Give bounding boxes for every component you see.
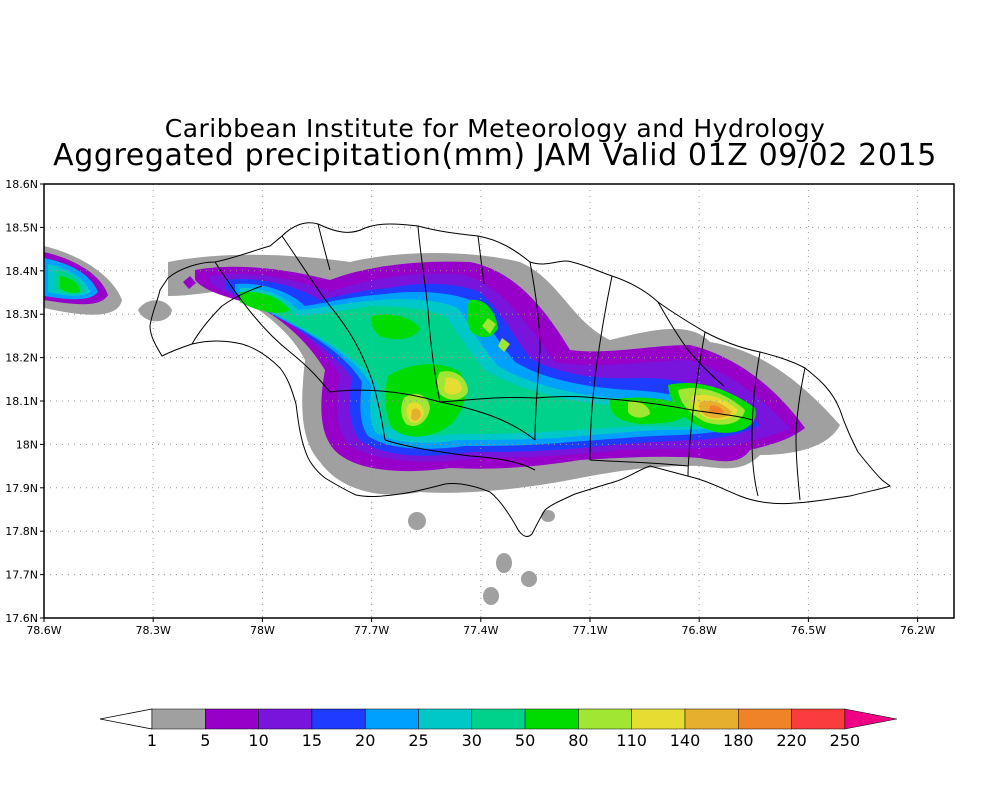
lat-tick-label: 17.8N: [5, 525, 38, 538]
colorbar-label: 50: [515, 731, 535, 750]
parish-border: [191, 285, 263, 345]
lon-tick-label: 77.4W: [463, 624, 498, 637]
map-grid: [44, 184, 954, 618]
colorbar-lower-arrow: [99, 708, 153, 730]
precip-band-80: [371, 314, 420, 340]
precip-band-5: [183, 276, 196, 289]
lon-tick-label: 77.7W: [354, 624, 389, 637]
colorbar-upper-arrow: [844, 708, 897, 730]
precipitation-field: [44, 246, 840, 605]
colorbar-box: [418, 708, 473, 730]
lon-tick-label: 76.2W: [900, 624, 935, 637]
parish-border: [384, 439, 536, 471]
jamaica-coastline: [149, 222, 892, 537]
colorbar-box: [524, 708, 579, 730]
lat-tick-label: 18.1N: [5, 395, 38, 408]
lat-tick-label: 17.7N: [5, 569, 38, 582]
lon-tick-label: 76.5W: [791, 624, 826, 637]
parish-border: [317, 223, 331, 271]
precip-band-1: [408, 512, 426, 530]
precip-band-1: [138, 300, 172, 322]
precip-band-220: [709, 405, 724, 414]
colorbar-label: 80: [568, 731, 588, 750]
lon-tick-label: 78W: [250, 624, 275, 637]
colorbar-box: [631, 708, 686, 730]
lon-tick-label: 78.6W: [26, 624, 61, 637]
parish-border: [439, 396, 597, 403]
parish-border: [589, 275, 613, 461]
colorbar-label: 20: [355, 731, 375, 750]
parish-border: [281, 235, 386, 441]
colorbar-label: 15: [302, 731, 322, 750]
parish-border: [687, 331, 706, 477]
colorbar-box: [205, 708, 259, 730]
colorbar-box: [364, 708, 419, 730]
colorbar-box: [311, 708, 366, 730]
colorbar-box: [684, 708, 739, 730]
colorbar-label: 5: [200, 731, 210, 750]
colorbar-legend: 1 5 10 15 20 25 30 50 80 110 140 180 220 250: [99, 708, 897, 750]
parish-border: [595, 397, 753, 421]
colorbar-label: 25: [408, 731, 428, 750]
colorbar-box: [151, 708, 206, 730]
lat-tick-label: 17.6N: [5, 612, 38, 625]
lat-tick-label: 18.4N: [5, 265, 38, 278]
precip-band-110: [628, 401, 650, 418]
colorbar-label: 10: [248, 731, 268, 750]
map-subtitle: Aggregated precipitation(mm) JAM Valid 0…: [53, 138, 937, 173]
precip-band-50: [250, 292, 715, 436]
precip-band-1: [496, 553, 512, 573]
precip-band-80: [60, 276, 80, 293]
precip-band-1: [521, 571, 537, 587]
lat-tick-label: 17.9N: [5, 482, 38, 495]
precip-band-110: [498, 338, 510, 352]
lat-tick-label: 18.5N: [5, 221, 38, 234]
colorbar-box: [738, 708, 792, 730]
parish-border: [529, 261, 541, 441]
lon-tick-label: 78.3W: [136, 624, 171, 637]
parish-border: [417, 225, 441, 403]
precip-band-1: [541, 510, 555, 522]
parish-border: [657, 301, 725, 387]
lat-tick-label: 18.6N: [5, 178, 38, 191]
colorbar-label: 180: [723, 731, 754, 750]
precip-band-1: [483, 587, 499, 605]
colorbar-box: [471, 708, 526, 730]
colorbar-label: 250: [830, 731, 861, 750]
parish-border: [795, 367, 806, 501]
colorbar-label: 110: [616, 731, 647, 750]
parish-border: [477, 235, 485, 285]
colorbar-box: [578, 708, 632, 730]
parish-border: [214, 261, 331, 393]
precip-band-180: [411, 408, 421, 421]
parish-border: [751, 351, 761, 497]
colorbar-box: [791, 708, 846, 730]
parish-border: [589, 459, 689, 467]
colorbar-label: 30: [462, 731, 482, 750]
precip-band-110: [482, 318, 496, 334]
coastline: [149, 222, 892, 537]
axis-labels: 18.6N 18.5N 18.4N 18.3N 18.2N 18.1N 18N 17.9N 17…: [5, 178, 935, 637]
lon-tick-label: 77.1W: [572, 624, 607, 637]
map-title: Caribbean Institute for Meteorology and …: [164, 114, 826, 143]
lat-tick-label: 18N: [16, 438, 38, 451]
colorbar-label: 220: [776, 731, 807, 750]
lon-tick-label: 76.8W: [682, 624, 717, 637]
precip-band-80: [240, 291, 290, 313]
colorbar-label: 140: [670, 731, 701, 750]
colorbar-box: [258, 708, 313, 730]
lat-tick-label: 18.3N: [5, 308, 38, 321]
precip-band-140: [444, 377, 462, 395]
lat-tick-label: 18.2N: [5, 352, 38, 365]
colorbar-label: 1: [147, 731, 157, 750]
